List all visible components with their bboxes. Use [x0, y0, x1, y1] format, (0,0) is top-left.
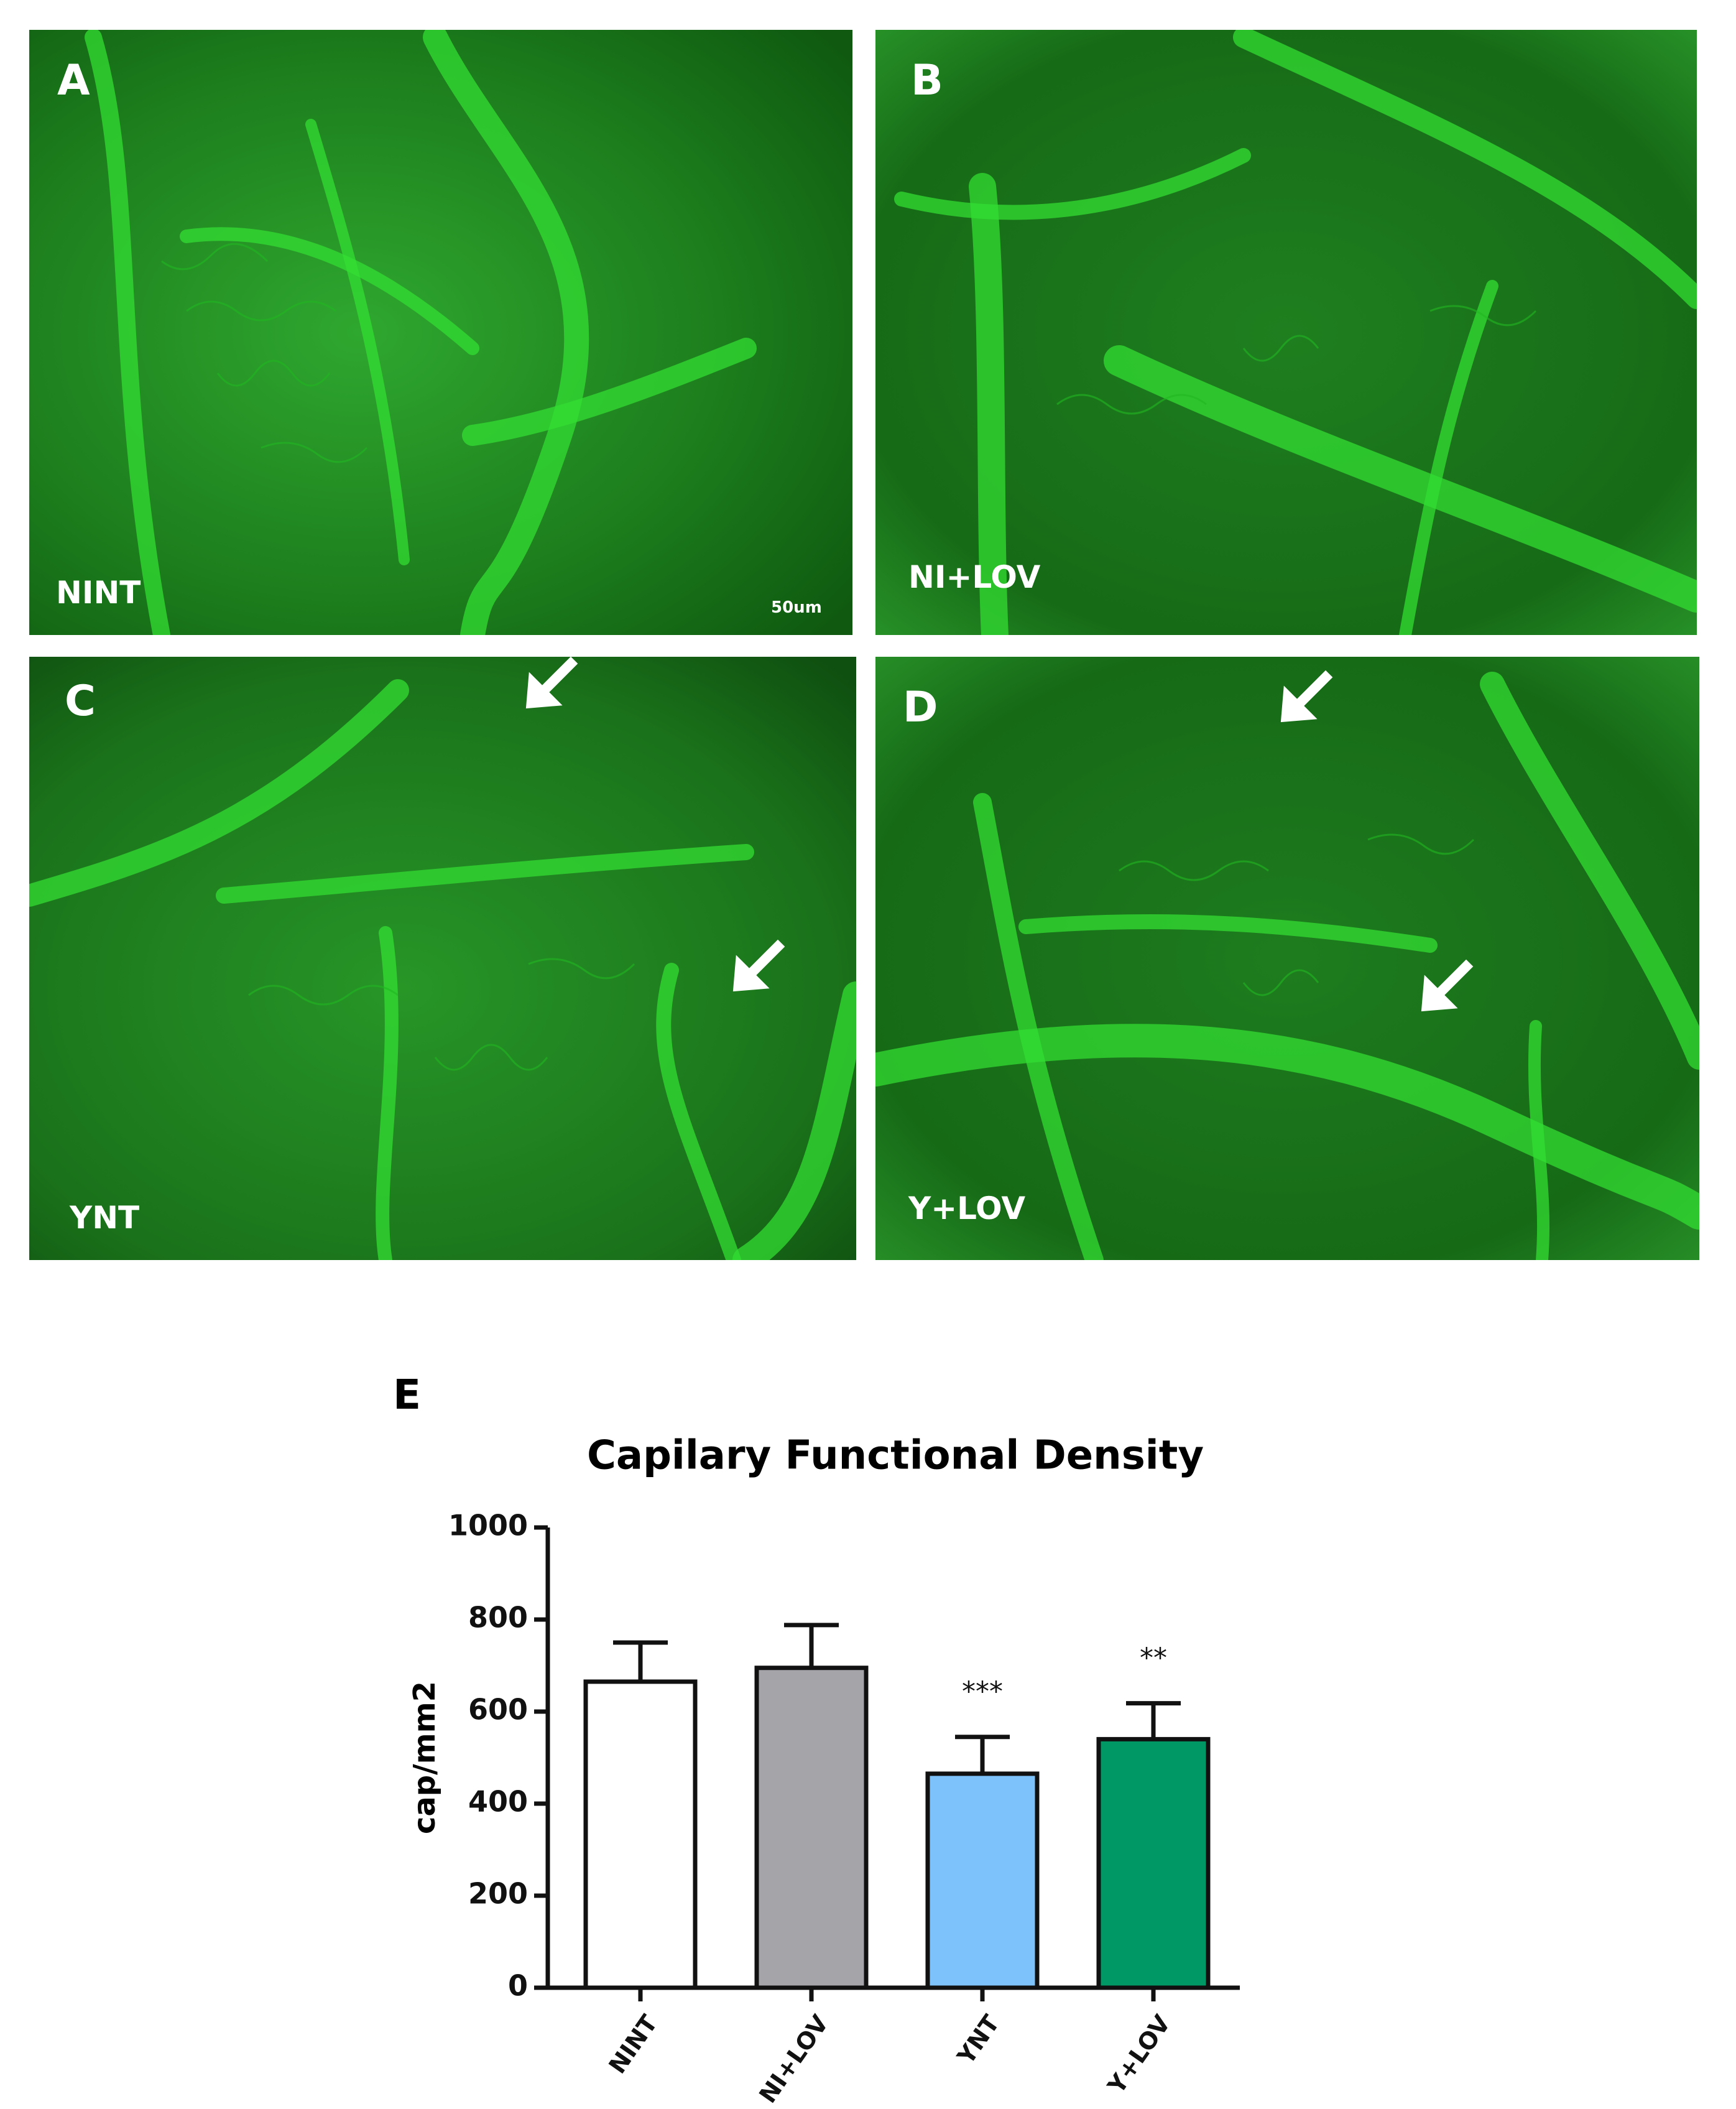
arrow [525, 656, 578, 709]
bar [583, 1679, 698, 1990]
x-tick-label: NINT [603, 2010, 663, 2079]
panel-letter: E [393, 1371, 421, 1419]
x-tick-label: YNT [951, 2010, 1005, 2070]
panel-a [29, 30, 852, 635]
panel-label: Y+LOV [908, 1190, 1025, 1226]
y-axis-label: cap/mm2 [407, 1681, 442, 1834]
y-tick-label: 800 [468, 1601, 528, 1634]
bar [1096, 1736, 1211, 1990]
panel-label: NINT [56, 575, 141, 611]
panel-letter: C [65, 677, 96, 726]
panel-letter: B [911, 56, 943, 105]
significance-label: *** [962, 1676, 1003, 1708]
arrow [1280, 670, 1333, 723]
scale-bar-label: 50um [771, 598, 822, 617]
panel-b [875, 30, 1697, 635]
bar [925, 1771, 1040, 1990]
arrow [732, 939, 785, 992]
y-tick-label: 0 [508, 1969, 528, 2003]
bar [754, 1666, 869, 1990]
panel-letter: A [57, 56, 90, 105]
x-tick-label: NI+LOV [754, 2009, 834, 2108]
significance-label: ** [1140, 1643, 1167, 1674]
y-tick-label: 200 [468, 1877, 528, 1911]
arrow [1421, 959, 1474, 1012]
arrows [525, 656, 1474, 1012]
panel-label: NI+LOV [908, 559, 1041, 595]
x-tick-label: Y+LOV [1102, 2009, 1176, 2099]
panel-d [875, 657, 1699, 1260]
panel-c [29, 657, 856, 1260]
y-tick-label: 400 [468, 1785, 528, 1819]
panel-letter: D [903, 683, 938, 732]
y-tick-label: 600 [468, 1693, 528, 1727]
panel-label: YNT [69, 1200, 139, 1236]
chart-title: Capilary Functional Density [587, 1433, 1204, 1479]
y-tick-label: 1000 [448, 1509, 528, 1542]
